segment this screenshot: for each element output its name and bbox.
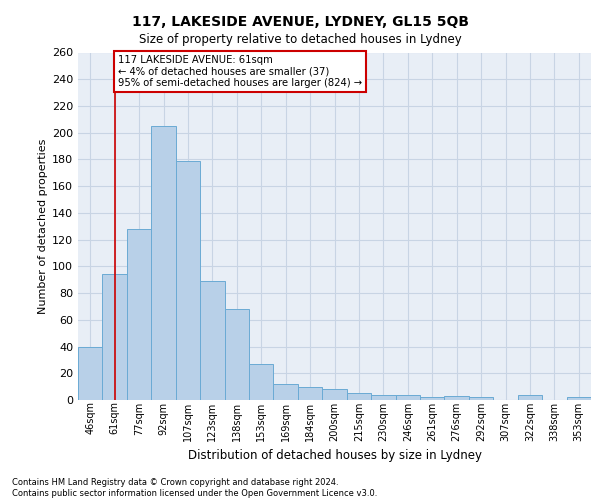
Bar <box>127 229 151 400</box>
Bar <box>322 390 347 400</box>
Bar <box>371 394 395 400</box>
Bar <box>395 394 420 400</box>
Bar <box>469 398 493 400</box>
Text: Size of property relative to detached houses in Lydney: Size of property relative to detached ho… <box>139 32 461 46</box>
Y-axis label: Number of detached properties: Number of detached properties <box>38 138 48 314</box>
Bar <box>445 396 469 400</box>
Bar <box>274 384 298 400</box>
Bar <box>566 398 591 400</box>
Text: Contains HM Land Registry data © Crown copyright and database right 2024.
Contai: Contains HM Land Registry data © Crown c… <box>12 478 377 498</box>
Bar <box>200 281 224 400</box>
Bar <box>420 398 445 400</box>
Text: 117, LAKESIDE AVENUE, LYDNEY, GL15 5QB: 117, LAKESIDE AVENUE, LYDNEY, GL15 5QB <box>131 15 469 29</box>
Bar <box>78 346 103 400</box>
Bar <box>518 394 542 400</box>
Bar <box>298 386 322 400</box>
Bar <box>347 394 371 400</box>
Bar <box>151 126 176 400</box>
Text: 117 LAKESIDE AVENUE: 61sqm
← 4% of detached houses are smaller (37)
95% of semi-: 117 LAKESIDE AVENUE: 61sqm ← 4% of detac… <box>118 55 362 88</box>
Bar <box>224 309 249 400</box>
X-axis label: Distribution of detached houses by size in Lydney: Distribution of detached houses by size … <box>187 449 482 462</box>
Bar <box>176 161 200 400</box>
Bar <box>249 364 274 400</box>
Bar <box>103 274 127 400</box>
